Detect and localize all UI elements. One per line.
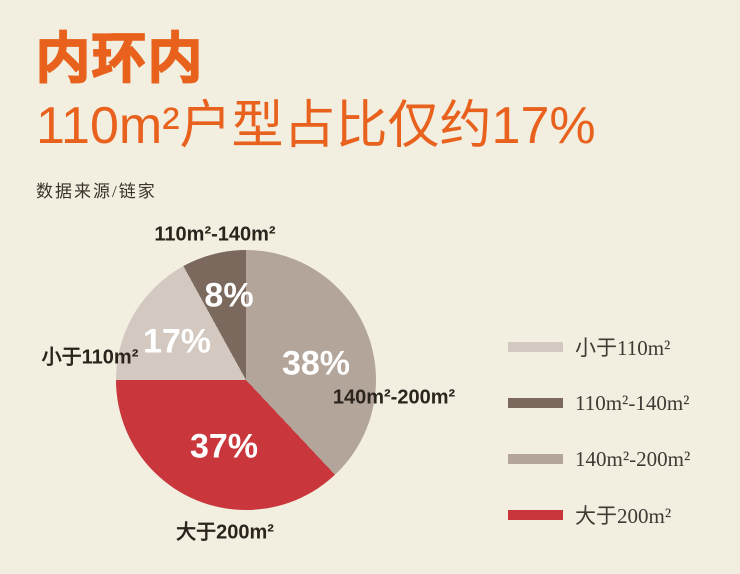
page-title: 内环内	[35, 28, 204, 90]
legend: 小于110m² 110m²-140m² 140m²-200m² 大于200m²	[508, 319, 690, 543]
legend-item-under-110: 小于110m²	[508, 319, 690, 375]
slice-value-label-140-200: 38%	[281, 344, 351, 383]
legend-swatch-under-110	[508, 342, 563, 352]
legend-label-over-200: 大于200m²	[575, 504, 672, 528]
slice-value-label-under-110: 17%	[142, 322, 212, 361]
legend-item-140-200: 140m²-200m²	[508, 431, 690, 487]
slice-value-label-110-140: 8%	[204, 276, 254, 315]
legend-label-140-200: 140m²-200m²	[575, 446, 691, 471]
slice-value-label-over-200: 37%	[189, 427, 259, 466]
legend-label-110-140: 110m²-140m²	[575, 390, 690, 415]
legend-item-110-140: 110m²-140m²	[508, 375, 690, 431]
page-subtitle: 110m²户型占比仅约17%	[36, 97, 596, 155]
legend-swatch-140-200	[508, 454, 563, 464]
slice-category-label-140-200: 140m²-200m²	[332, 386, 456, 409]
slice-category-label-over-200: 大于200m²	[176, 521, 274, 544]
pie-chart	[116, 250, 376, 510]
slice-category-label-under-110: 小于110m²	[41, 346, 139, 369]
legend-swatch-over-200	[508, 510, 563, 520]
legend-label-under-110: 小于110m²	[575, 336, 671, 360]
legend-item-over-200: 大于200m²	[508, 487, 690, 543]
data-source-label: 数据来源/链家	[36, 182, 157, 201]
legend-swatch-110-140	[508, 398, 563, 408]
slice-category-label-110-140: 110m²-140m²	[154, 223, 276, 246]
